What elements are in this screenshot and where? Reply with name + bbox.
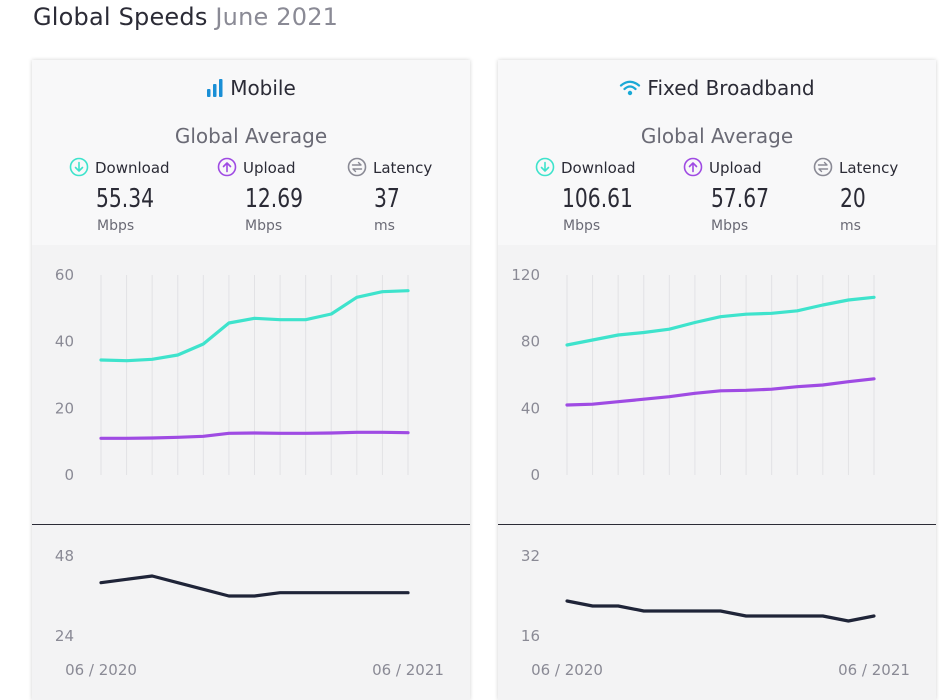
y-tick-label: 48 <box>55 547 74 565</box>
x-tick-label: 06 / 2021 <box>372 661 444 679</box>
y-tick-label: 0 <box>530 466 540 484</box>
wifi-icon <box>619 79 641 97</box>
page-title-date: June 2021 <box>215 3 338 31</box>
mobile-latency-label: Latency <box>347 157 432 177</box>
latency-icon <box>347 157 367 177</box>
fixed-subtitle: Global Average <box>498 124 936 148</box>
download-arrow-icon <box>535 157 555 177</box>
x-tick-label: 06 / 2020 <box>65 661 137 679</box>
y-tick-label: 80 <box>521 333 540 351</box>
fixed-download-label: Download <box>535 157 636 177</box>
mobile-upload-label: Upload <box>217 157 296 177</box>
upload-arrow-icon <box>683 157 703 177</box>
x-tick-label: 06 / 2021 <box>838 661 910 679</box>
fixed-card: Fixed Broadband Global Average Download … <box>498 60 936 700</box>
mobile-upload-value: 12.69 <box>245 184 303 214</box>
fixed-speed-chart: 0 40 80 120 <box>498 245 936 525</box>
mobile-download-value: 55.34 <box>96 184 154 214</box>
fixed-upload-unit: Mbps <box>711 218 748 234</box>
x-tick-label: 06 / 2020 <box>531 661 603 679</box>
series-line-latency <box>101 576 408 596</box>
mobile-card: Mobile Global Average Download Upload La… <box>32 60 470 700</box>
fixed-upload-label-text: Upload <box>709 159 762 177</box>
mobile-download-label-text: Download <box>95 159 170 177</box>
download-arrow-icon <box>69 157 89 177</box>
fixed-latency-label-text: Latency <box>839 159 898 177</box>
page-title-text: Global Speeds <box>33 3 208 31</box>
mobile-speed-chart-svg: 0 20 40 60 <box>32 245 470 525</box>
y-tick-label: 20 <box>55 399 74 417</box>
fixed-download-value: 106.61 <box>562 184 633 214</box>
fixed-download-label-text: Download <box>561 159 636 177</box>
y-tick-label: 24 <box>55 627 74 645</box>
upload-arrow-icon <box>217 157 237 177</box>
signal-bars-icon <box>206 79 224 97</box>
fixed-summary: Fixed Broadband Global Average Download … <box>498 60 936 245</box>
y-tick-label: 16 <box>521 627 540 645</box>
mobile-card-title: Mobile <box>32 76 470 100</box>
mobile-latency-value: 37 <box>374 184 400 214</box>
y-tick-label: 40 <box>521 399 540 417</box>
fixed-speed-chart-svg: 0 40 80 120 <box>498 245 936 525</box>
mobile-summary: Mobile Global Average Download Upload La… <box>32 60 470 245</box>
fixed-download-unit: Mbps <box>563 218 600 234</box>
mobile-download-unit: Mbps <box>97 218 134 234</box>
page-title: Global Speeds June 2021 <box>33 3 338 31</box>
mobile-subtitle: Global Average <box>32 124 470 148</box>
fixed-latency-value: 20 <box>840 184 866 214</box>
fixed-upload-label: Upload <box>683 157 762 177</box>
mobile-upload-unit: Mbps <box>245 218 282 234</box>
fixed-card-title: Fixed Broadband <box>498 76 936 100</box>
y-tick-label: 60 <box>55 266 74 284</box>
fixed-latency-unit: ms <box>840 218 861 234</box>
fixed-upload-value: 57.67 <box>711 184 769 214</box>
mobile-speed-chart: 0 20 40 60 <box>32 245 470 525</box>
fixed-latency-label: Latency <box>813 157 898 177</box>
mobile-upload-label-text: Upload <box>243 159 296 177</box>
y-tick-label: 0 <box>64 466 74 484</box>
fixed-title-label: Fixed Broadband <box>647 76 814 100</box>
mobile-latency-label-text: Latency <box>373 159 432 177</box>
mobile-download-label: Download <box>69 157 170 177</box>
y-tick-label: 32 <box>521 547 540 565</box>
latency-icon <box>813 157 833 177</box>
series-line-latency <box>567 601 874 621</box>
y-tick-label: 40 <box>55 333 74 351</box>
mobile-latency-unit: ms <box>374 218 395 234</box>
y-tick-label: 120 <box>511 266 540 284</box>
mobile-title-label: Mobile <box>230 76 296 100</box>
